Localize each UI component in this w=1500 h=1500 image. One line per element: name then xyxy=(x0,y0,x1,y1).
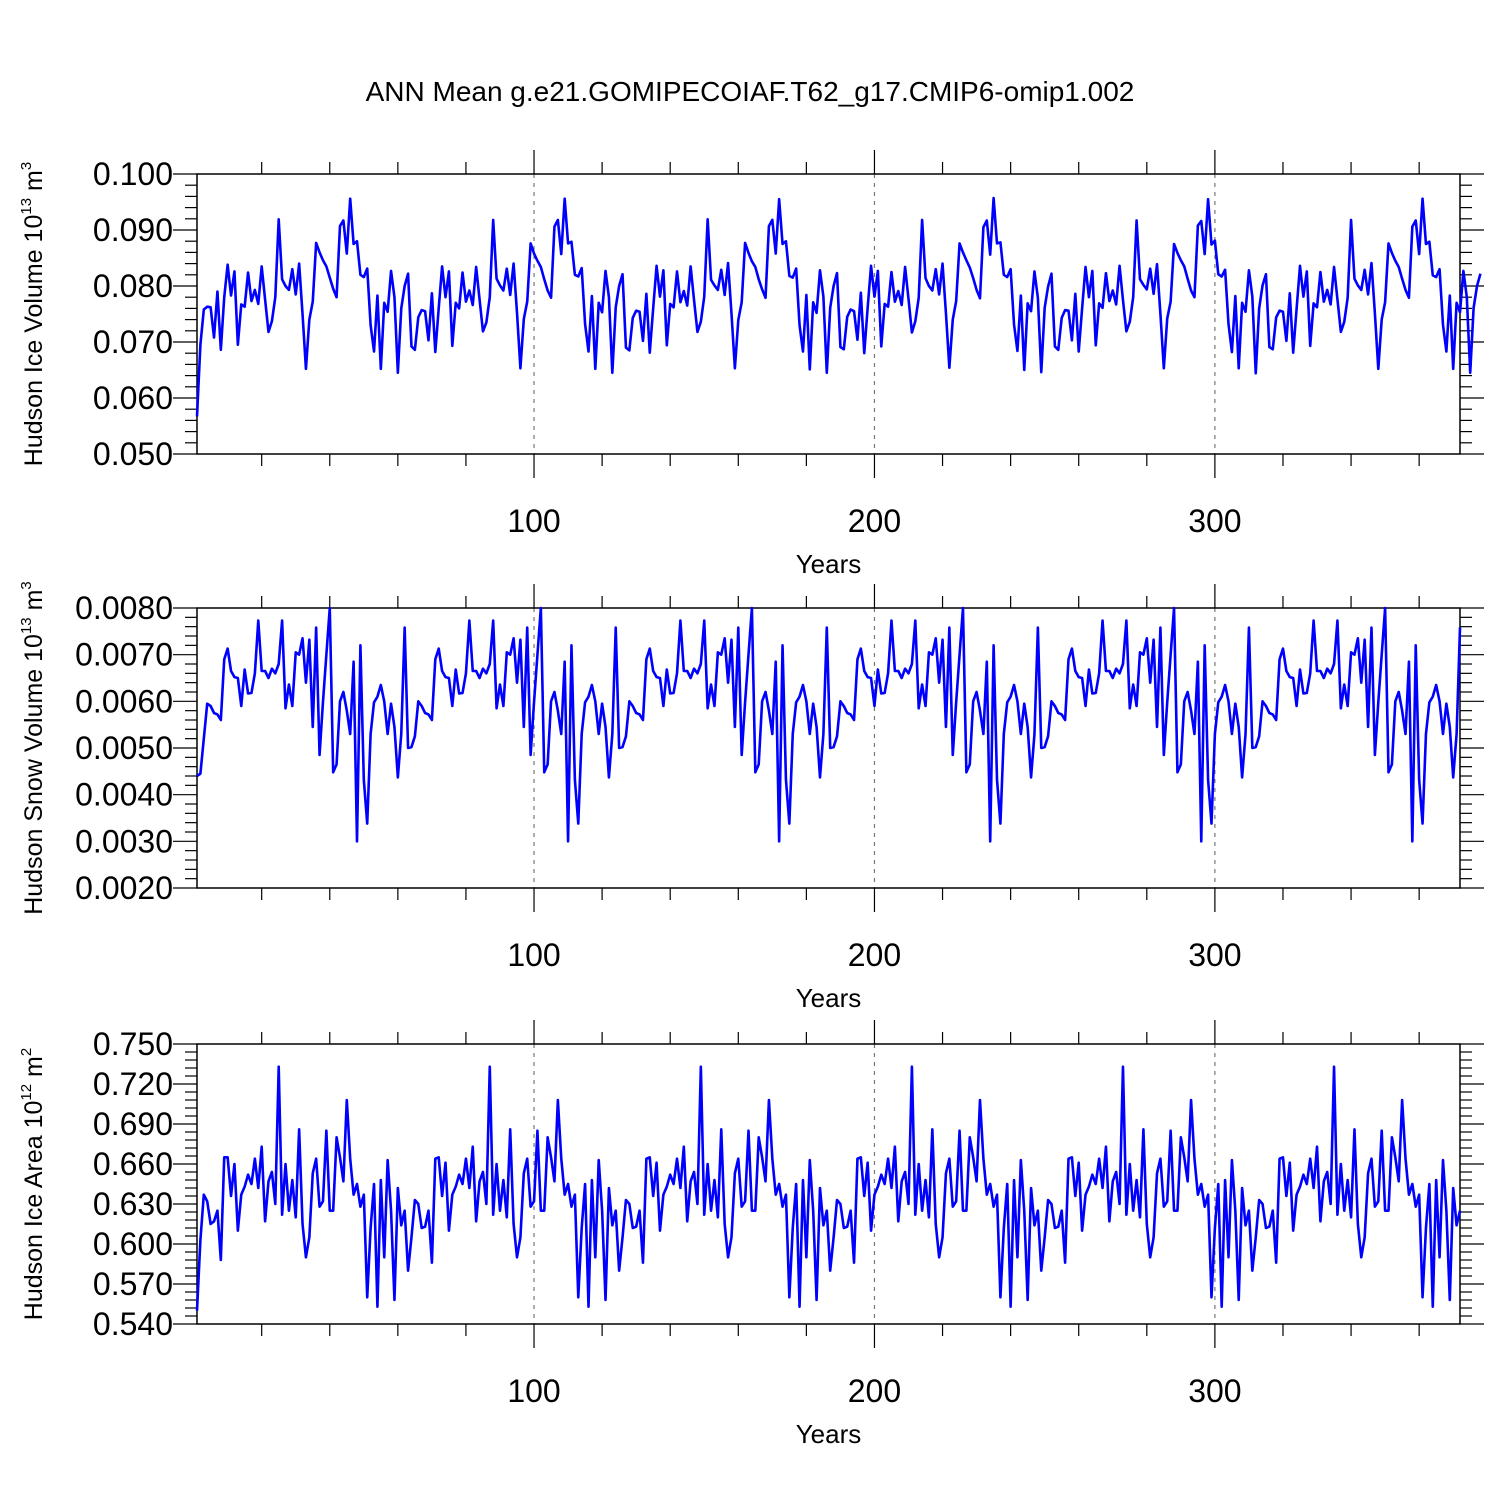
y-axis-label-exponent: 12 xyxy=(18,1084,35,1101)
y-axis-label-text: Hudson Ice Volume 10 xyxy=(20,215,48,467)
y-tick-label-0.0020: 0.0020 xyxy=(75,870,173,906)
y-axis-label-unit: m xyxy=(20,1056,48,1084)
y-tick-label-0.660: 0.660 xyxy=(93,1146,173,1182)
y-axis-label: Hudson Ice Volume 1013 m3 xyxy=(18,162,48,466)
x-tick-label-300: 300 xyxy=(1188,937,1241,973)
y-tick-label-0.090: 0.090 xyxy=(93,212,173,248)
x-tick-label-100: 100 xyxy=(507,937,560,973)
y-tick-label-0.0030: 0.0030 xyxy=(75,823,173,859)
y-tick-label-0.600: 0.600 xyxy=(93,1226,173,1262)
x-tick-label-200: 200 xyxy=(848,1373,901,1409)
y-axis-label-unit-exponent: 3 xyxy=(18,581,35,589)
x-tick-label-100: 100 xyxy=(507,503,560,539)
panel-snow-volume: 100 200 300 0.0020 0.0030 0.0040 0.0050 0.0060 0… xyxy=(18,581,1484,1013)
y-axis-label-unit-exponent: 2 xyxy=(18,1048,35,1056)
y-tick-label-0.060: 0.060 xyxy=(93,380,173,416)
plot-frame xyxy=(196,607,1461,889)
x-tick-label-300: 300 xyxy=(1188,1373,1241,1409)
y-tick-label-0.570: 0.570 xyxy=(93,1266,173,1302)
y-tick-label-0.540: 0.540 xyxy=(93,1306,173,1342)
series-line xyxy=(195,1065,1462,1311)
y-tick-label-0.080: 0.080 xyxy=(93,268,173,304)
x-axis-label: Years xyxy=(796,549,862,579)
y-axis-label: Hudson Ice Area 1012 m2 xyxy=(18,1048,48,1320)
y-tick-label-0.050: 0.050 xyxy=(93,436,173,472)
y-tick-label-0.100: 0.100 xyxy=(93,156,173,192)
series-line xyxy=(196,606,1462,843)
y-axis-label: Hudson Snow Volume 1013 m3 xyxy=(18,581,48,915)
y-axis-label-unit: m xyxy=(20,170,48,198)
y-axis-label-unit: m xyxy=(20,590,48,618)
panel-ice-volume: 100 200 300 0.050 0.060 0.070 0.080 0.090 0.100 Y… xyxy=(18,150,1484,579)
y-tick-label-0.0070: 0.0070 xyxy=(75,637,173,673)
x-tick-label-100: 100 xyxy=(507,1373,560,1409)
x-axis-label: Years xyxy=(796,983,862,1013)
y-axis-label-unit-exponent: 3 xyxy=(18,162,35,170)
y-tick-label-0.690: 0.690 xyxy=(93,1106,173,1142)
y-tick-label-0.0080: 0.0080 xyxy=(75,590,173,626)
series-line xyxy=(195,196,1482,417)
y-axis-label-text: Hudson Ice Area 10 xyxy=(20,1101,48,1321)
y-tick-label-0.0060: 0.0060 xyxy=(75,683,173,719)
y-axis-label-exponent: 13 xyxy=(18,198,35,215)
y-tick-label-0.750: 0.750 xyxy=(93,1026,173,1062)
x-axis-label: Years xyxy=(796,1419,862,1449)
y-tick-label-0.0040: 0.0040 xyxy=(75,777,173,813)
figure-title: ANN Mean g.e21.GOMIPECOIAF.T62_g17.CMIP6… xyxy=(366,76,1135,107)
y-tick-label-0.070: 0.070 xyxy=(93,324,173,360)
x-tick-label-300: 300 xyxy=(1188,503,1241,539)
panel-ice-area: 100 200 300 0.540 0.570 0.600 0.630 0.660 0.690 0… xyxy=(18,1020,1484,1449)
x-tick-label-200: 200 xyxy=(848,937,901,973)
y-axis-label-exponent: 13 xyxy=(18,617,35,634)
y-tick-label-0.720: 0.720 xyxy=(93,1066,173,1102)
y-tick-label-0.630: 0.630 xyxy=(93,1186,173,1222)
plot-frame xyxy=(196,1043,1461,1325)
y-axis-label-text: Hudson Snow Volume 10 xyxy=(20,634,48,915)
plot-frame xyxy=(196,173,1461,455)
x-tick-label-200: 200 xyxy=(848,503,901,539)
y-tick-label-0.0050: 0.0050 xyxy=(75,730,173,766)
